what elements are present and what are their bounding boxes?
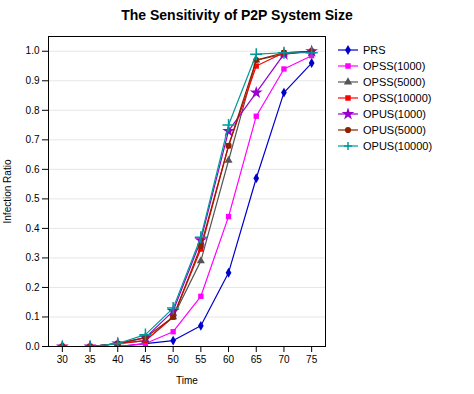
- svg-text:0.7: 0.7: [26, 134, 40, 145]
- html-text:The Sensitivity of P2P System: The Sensitivity of P2P System Size: [121, 7, 353, 23]
- svg-text:0.8: 0.8: [26, 105, 40, 116]
- html-text:OPUS(10000): OPUS(10000): [363, 140, 433, 152]
- svg-text:50: 50: [168, 354, 180, 365]
- svg-text:40: 40: [112, 354, 124, 365]
- svg-text:0.3: 0.3: [26, 252, 40, 263]
- svg-text:60: 60: [223, 354, 235, 365]
- html-text:OPSS(5000): OPSS(5000): [363, 76, 426, 88]
- html-text:OPUS(5000): OPUS(5000): [363, 124, 426, 136]
- html-text:OPSS(1000): OPSS(1000): [363, 60, 426, 72]
- svg-text:0.5: 0.5: [26, 193, 40, 204]
- svg-text:35: 35: [84, 354, 96, 365]
- svg-text:0.6: 0.6: [26, 164, 40, 175]
- svg-text:Infection Ratio: Infection Ratio: [2, 159, 13, 223]
- svg-text:0.9: 0.9: [26, 75, 40, 86]
- svg-text:70: 70: [278, 354, 290, 365]
- svg-text:1.0: 1.0: [26, 45, 40, 56]
- svg-text:65: 65: [251, 354, 263, 365]
- svg-text:75: 75: [306, 354, 318, 365]
- svg-text:55: 55: [195, 354, 207, 365]
- html-text:PRS: PRS: [363, 44, 386, 56]
- svg-text:30: 30: [57, 354, 69, 365]
- svg-text:Time: Time: [176, 375, 198, 386]
- svg-text:45: 45: [140, 354, 152, 365]
- svg-text:0.1: 0.1: [26, 311, 40, 322]
- svg-text:0.4: 0.4: [26, 223, 40, 234]
- svg-text:0.0: 0.0: [26, 341, 40, 352]
- svg-text:0.2: 0.2: [26, 282, 40, 293]
- html-text:OPUS(1000): OPUS(1000): [363, 108, 426, 120]
- html-text:OPSS(10000): OPSS(10000): [363, 92, 432, 104]
